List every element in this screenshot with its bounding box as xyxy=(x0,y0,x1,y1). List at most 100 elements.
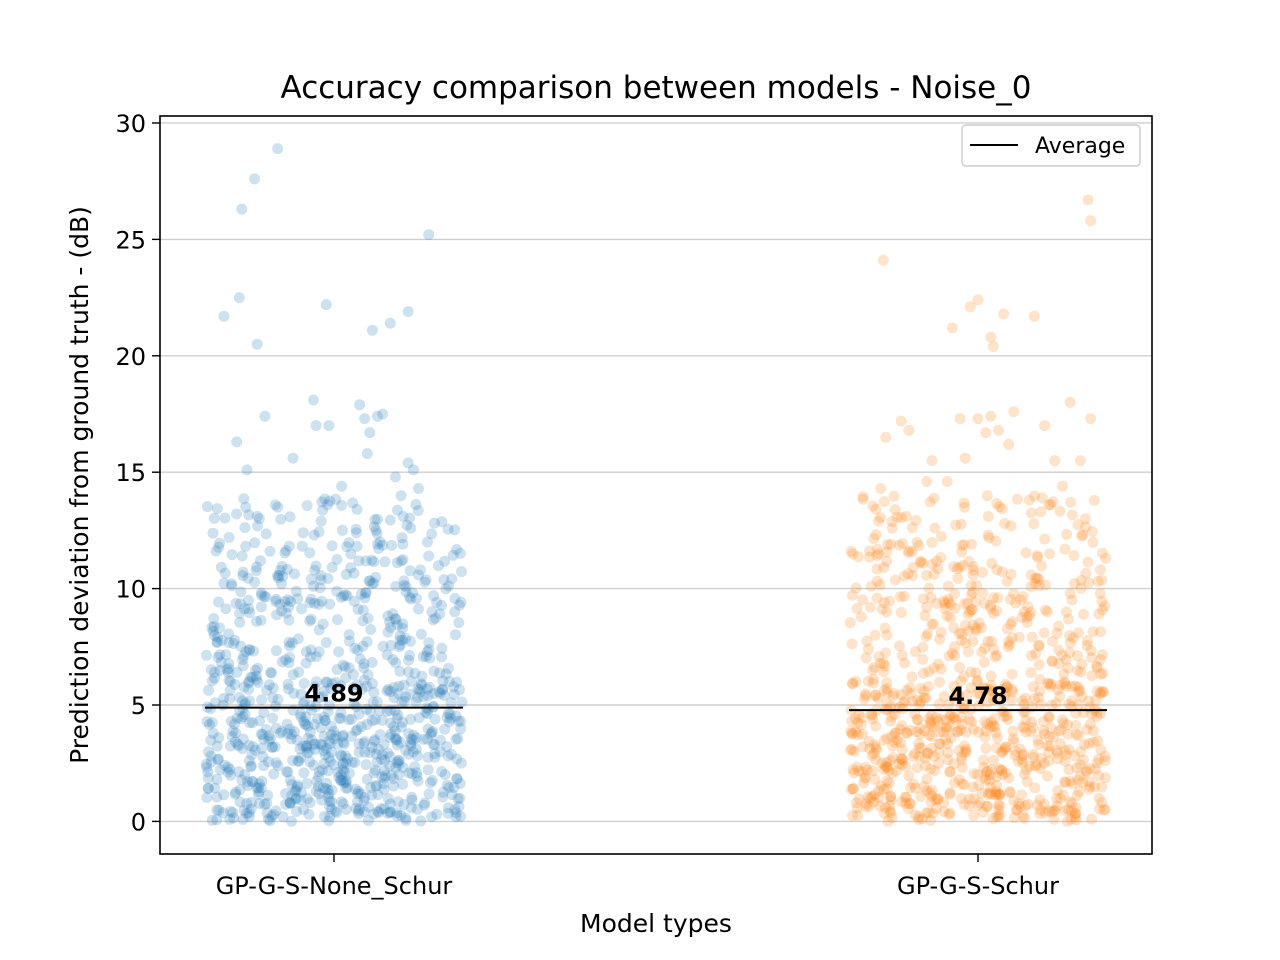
data-point xyxy=(324,801,336,813)
data-point xyxy=(308,759,320,771)
data-point xyxy=(320,299,332,311)
data-point xyxy=(350,523,362,535)
data-point xyxy=(893,640,905,652)
data-point xyxy=(1095,744,1107,756)
data-point xyxy=(932,658,944,670)
data-point xyxy=(343,537,355,549)
data-point xyxy=(451,773,463,785)
data-point xyxy=(881,683,893,695)
data-point xyxy=(897,754,908,766)
data-point xyxy=(280,798,292,810)
y-tick-label: 25 xyxy=(115,226,146,254)
data-point xyxy=(985,788,997,800)
data-point xyxy=(295,794,307,806)
data-point xyxy=(365,624,377,635)
data-point xyxy=(351,724,363,736)
data-point xyxy=(296,603,308,615)
data-point xyxy=(976,622,988,634)
data-point xyxy=(431,596,443,608)
data-point xyxy=(922,628,934,640)
data-point xyxy=(903,545,915,557)
data-point xyxy=(1039,533,1051,545)
y-tick-label: 30 xyxy=(115,110,146,138)
data-point xyxy=(358,795,370,807)
data-point xyxy=(857,491,869,503)
data-point xyxy=(450,811,462,823)
data-point xyxy=(891,734,903,746)
data-point xyxy=(226,580,238,592)
data-point xyxy=(320,783,332,795)
data-point xyxy=(309,564,321,576)
data-point xyxy=(962,598,973,609)
data-point xyxy=(243,811,255,822)
data-point xyxy=(249,744,261,756)
data-point xyxy=(454,792,466,804)
data-point xyxy=(921,476,933,487)
data-point xyxy=(255,587,267,599)
data-point xyxy=(263,735,275,747)
data-point xyxy=(245,797,257,808)
data-point xyxy=(324,495,336,507)
data-point xyxy=(325,720,337,732)
data-point xyxy=(915,791,927,802)
data-point xyxy=(925,763,937,775)
data-point xyxy=(270,645,282,657)
data-point xyxy=(1030,648,1042,660)
data-point xyxy=(223,628,235,640)
data-point xyxy=(360,555,372,567)
data-point xyxy=(1069,750,1081,762)
data-point xyxy=(885,791,897,803)
data-point xyxy=(1099,755,1111,767)
data-point xyxy=(855,719,867,731)
data-point xyxy=(280,607,292,619)
data-point xyxy=(846,810,858,822)
data-point xyxy=(901,727,913,739)
data-point xyxy=(1022,798,1034,810)
data-point xyxy=(309,743,321,755)
data-point xyxy=(250,565,262,577)
data-point xyxy=(276,605,288,617)
data-point xyxy=(416,670,428,682)
data-point xyxy=(290,792,302,804)
data-point xyxy=(973,700,985,712)
data-point xyxy=(1039,420,1051,432)
data-point xyxy=(337,798,349,810)
data-point xyxy=(861,764,873,776)
data-point xyxy=(1023,494,1035,506)
data-point xyxy=(1072,519,1084,531)
data-point xyxy=(276,656,288,668)
data-point xyxy=(1058,717,1070,729)
data-point xyxy=(956,546,968,558)
data-point xyxy=(966,716,978,728)
data-point xyxy=(429,739,440,750)
data-point xyxy=(851,603,863,614)
x-tick-label: GP-G-S-None_Schur xyxy=(216,872,453,900)
data-point xyxy=(313,692,325,703)
data-point xyxy=(225,769,237,781)
data-point xyxy=(371,780,382,792)
data-point xyxy=(982,635,994,647)
data-point xyxy=(274,598,286,610)
data-point xyxy=(860,798,872,810)
data-point xyxy=(1034,794,1046,806)
data-point xyxy=(1005,568,1017,580)
data-point xyxy=(1064,588,1076,599)
data-point xyxy=(915,555,927,567)
data-point xyxy=(331,807,343,818)
data-point xyxy=(243,807,255,819)
data-point xyxy=(903,803,914,814)
data-point xyxy=(954,662,966,673)
data-point xyxy=(213,596,224,608)
data-point xyxy=(353,803,365,815)
data-point xyxy=(1052,753,1064,765)
data-point xyxy=(976,787,988,799)
data-point xyxy=(223,637,235,649)
data-point xyxy=(201,716,213,728)
data-point xyxy=(1006,694,1018,706)
data-point xyxy=(869,739,880,751)
data-point xyxy=(369,764,381,776)
data-point xyxy=(297,740,309,752)
data-point xyxy=(1044,740,1056,752)
data-point xyxy=(415,564,426,576)
data-point xyxy=(847,548,859,560)
